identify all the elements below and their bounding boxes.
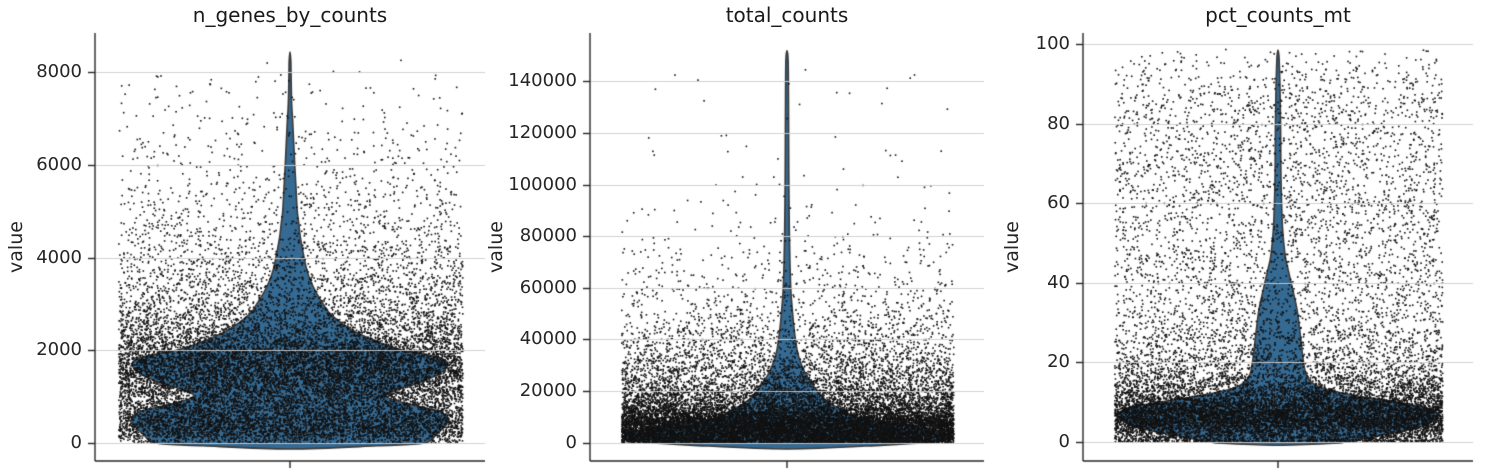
y-tick-label: 4000: [36, 246, 82, 268]
y-tick-label: 80000: [519, 225, 577, 247]
y-tick-label: 140000: [508, 70, 577, 92]
y-tick-label: 100000: [508, 173, 577, 195]
y-tick-label: 0: [70, 432, 82, 453]
y-tick-label: 20: [1047, 351, 1070, 373]
violin-canvas-n-genes-by-counts: [0, 0, 500, 476]
violin-canvas-pct-counts-mt: [1000, 0, 1502, 476]
y-tick-label: 40: [1047, 271, 1070, 293]
violin-canvas-total-counts: [500, 0, 1000, 476]
panel-n-genes-by-counts: n_genes_by_counts value 0 2000 4000 6000 800…: [0, 0, 500, 476]
y-tick-label: 8000: [36, 61, 82, 82]
y-axis-label: value: [5, 221, 27, 273]
y-tick-label: 40000: [519, 328, 577, 350]
y-tick-label: 60: [1047, 192, 1070, 214]
y-tick-label: 20000: [519, 379, 577, 401]
y-tick-label: 120000: [508, 122, 577, 144]
panel-title: total_counts: [725, 3, 849, 27]
y-axis-label: value: [485, 221, 507, 273]
panel-title: n_genes_by_counts: [192, 3, 388, 27]
panel-title: pct_counts_mt: [1205, 3, 1351, 27]
y-tick-label: 80: [1047, 112, 1070, 134]
y-tick-label: 6000: [36, 153, 82, 175]
y-tick-label: 2000: [36, 339, 82, 361]
panel-pct-counts-mt: pct_counts_mt value 0 20 40 60 80 100: [1000, 0, 1502, 476]
y-tick-label: 0: [565, 431, 577, 453]
y-axis-label: value: [1001, 221, 1023, 273]
y-tick-label: 100: [1035, 33, 1070, 54]
y-tick-label: 0: [1058, 431, 1070, 452]
panel-total-counts: total_counts value 0 20000 40000 60000 80000…: [485, 0, 1000, 476]
y-tick-label: 60000: [519, 276, 577, 298]
